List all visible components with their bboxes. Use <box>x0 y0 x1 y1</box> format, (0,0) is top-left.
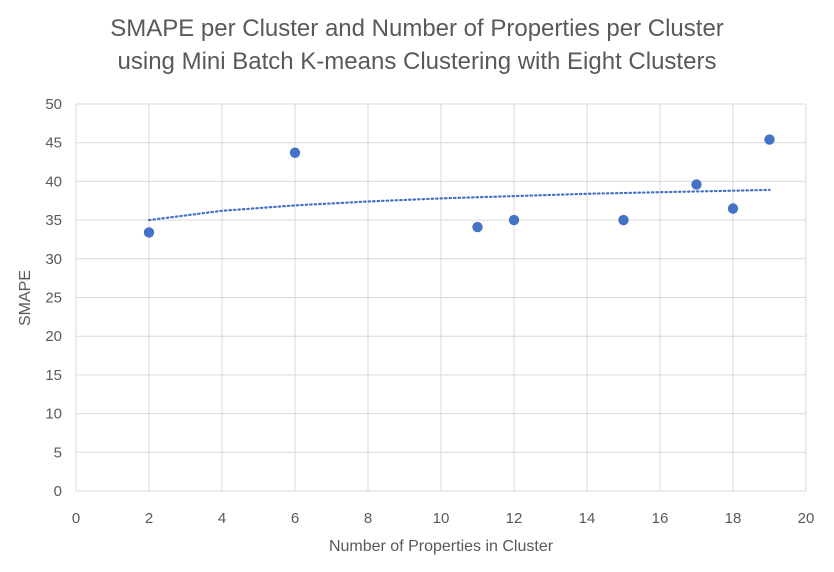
x-tick-label-2: 2 <box>145 510 153 527</box>
chart-title-line-1: SMAPE per Cluster and Number of Properti… <box>110 15 724 42</box>
y-tick-label-35: 35 <box>45 212 62 229</box>
y-tick-label-45: 45 <box>45 135 62 152</box>
data-point-6 <box>691 179 702 190</box>
x-tick-label-16: 16 <box>652 510 669 527</box>
x-tick-label-14: 14 <box>579 510 596 527</box>
x-tick-label-6: 6 <box>291 510 299 527</box>
y-tick-label-30: 30 <box>45 251 62 268</box>
data-point-4 <box>508 214 520 226</box>
data-point-8 <box>764 134 775 145</box>
x-tick-label-4: 4 <box>218 510 226 527</box>
data-point-7 <box>727 203 739 214</box>
data-point-2 <box>289 147 301 158</box>
gridlines <box>75 103 807 492</box>
y-tick-label-25: 25 <box>45 290 62 307</box>
y-tick-label-15: 15 <box>45 367 62 384</box>
x-tick-label-12: 12 <box>506 510 523 527</box>
y-tick-label-40: 40 <box>45 173 62 190</box>
x-tick-label-10: 10 <box>433 510 450 527</box>
trendline-path <box>147 188 771 222</box>
data-point-5 <box>618 214 629 226</box>
y-tick-label-10: 10 <box>45 406 62 423</box>
y-tick-label-20: 20 <box>45 328 62 345</box>
data-point-1 <box>143 227 155 238</box>
x-tick-label-18: 18 <box>725 510 742 527</box>
x-tick-label-20: 20 <box>798 510 815 527</box>
trendline <box>147 188 771 222</box>
tick-labels: 0 5 10 15 20 25 30 35 40 45 50 0 2 4 6 8 10 12 14 16 18 20 <box>45 96 814 527</box>
chart-title-line-2: using Mini Batch K-means Clustering with… <box>117 48 717 75</box>
x-axis-title: Number of Properties in Cluster <box>329 538 554 555</box>
data-point-3 <box>472 221 483 233</box>
y-tick-label-50: 50 <box>45 96 62 113</box>
y-tick-label-5: 5 <box>54 444 62 461</box>
y-axis-title: SMAPE <box>17 270 34 326</box>
x-tick-label-0: 0 <box>72 510 80 527</box>
data-points <box>143 134 775 238</box>
y-tick-label-0: 0 <box>54 483 62 500</box>
x-tick-label-8: 8 <box>364 510 372 527</box>
chart-title: SMAPE per Cluster and Number of Properti… <box>0 12 834 78</box>
